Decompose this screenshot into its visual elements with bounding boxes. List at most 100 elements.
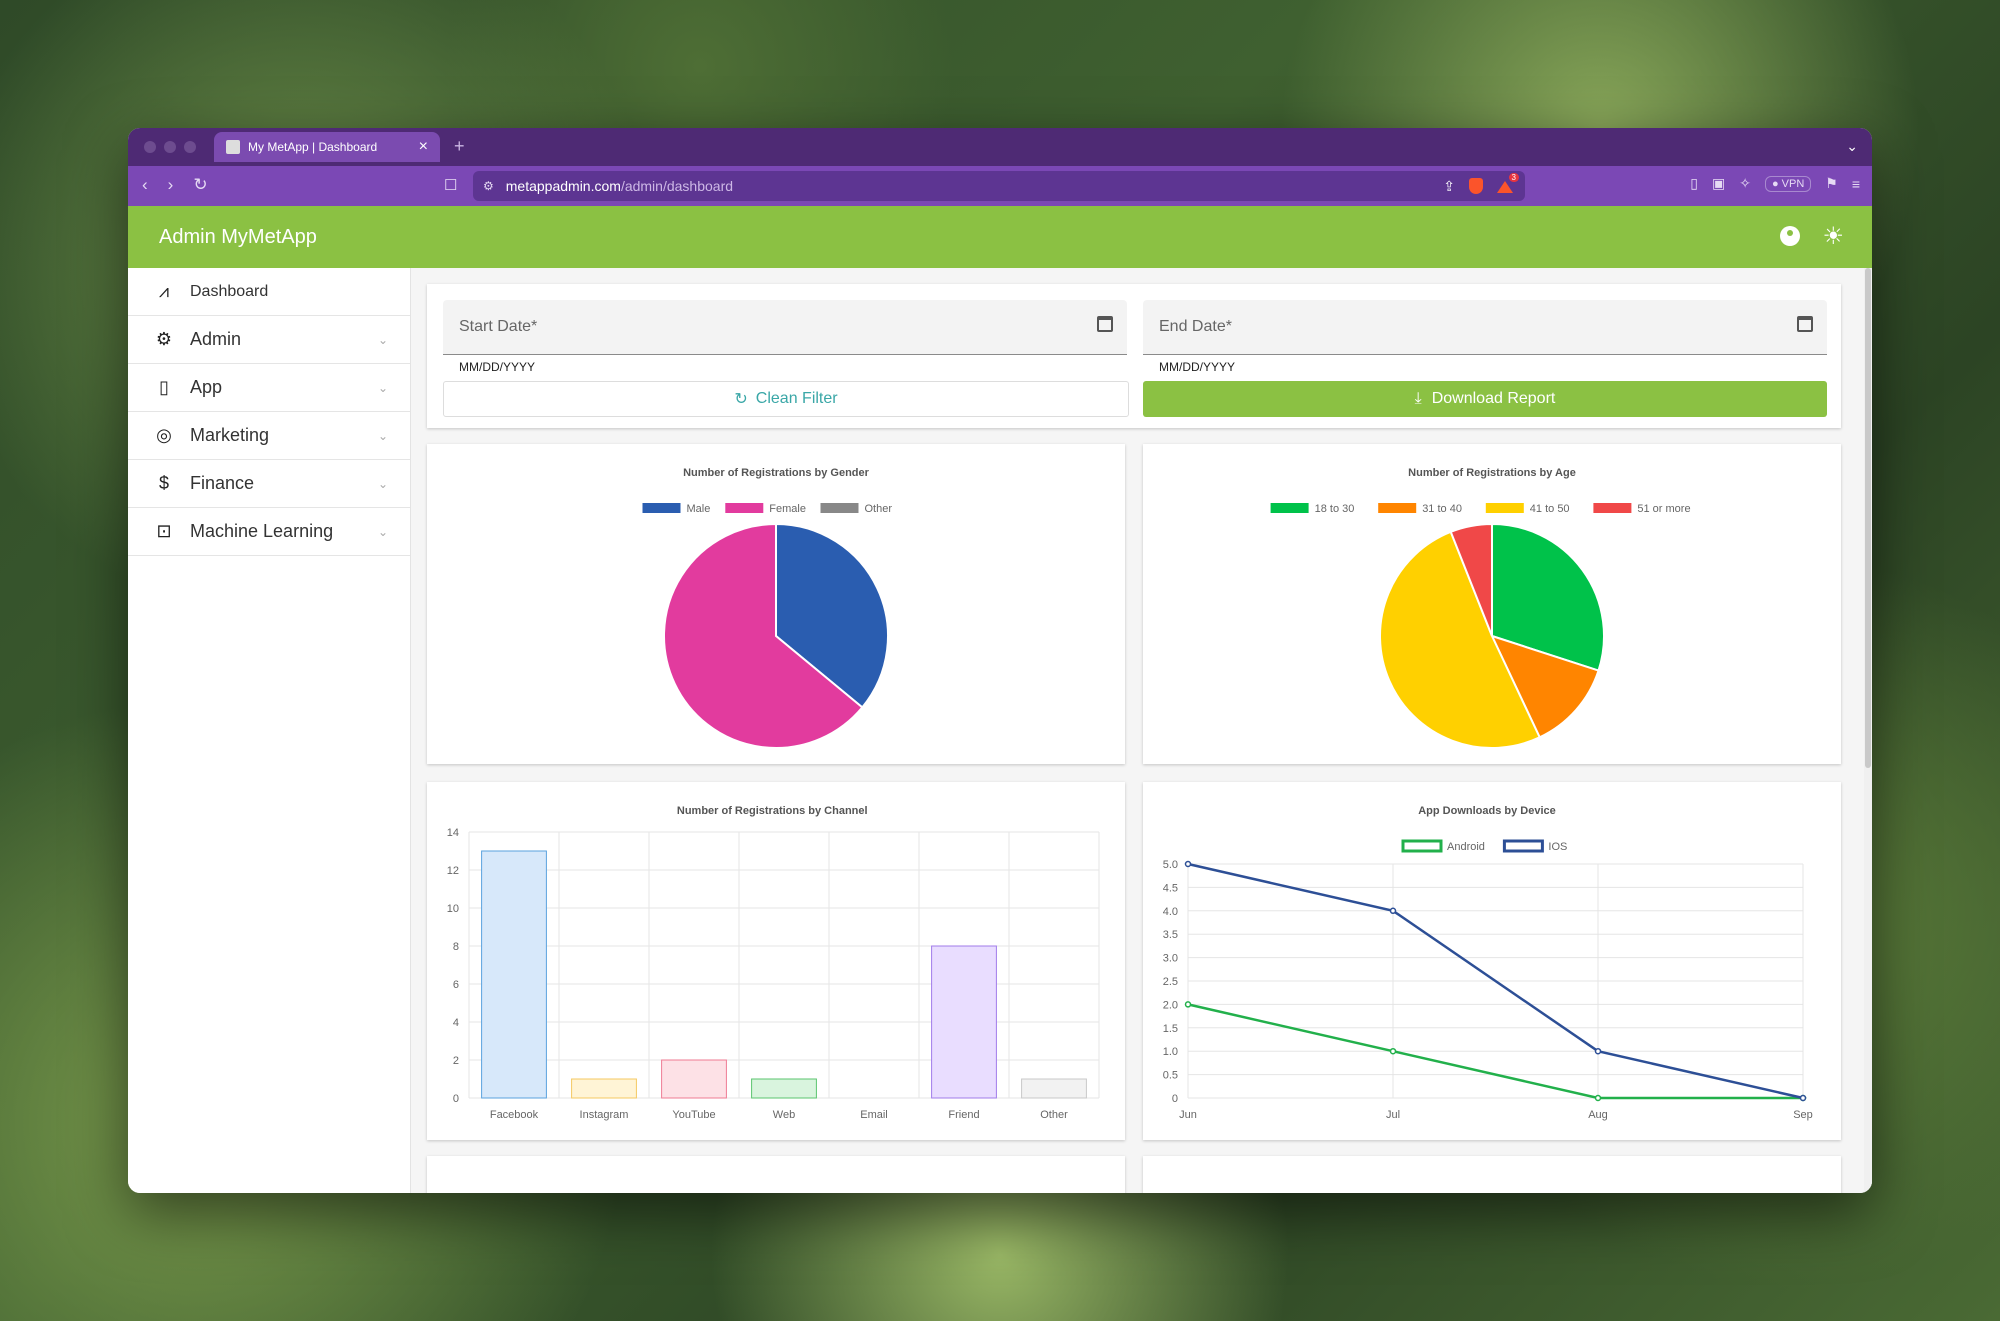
refresh-icon: ↻ bbox=[734, 391, 748, 408]
sidebar-item-label: Admin bbox=[190, 329, 242, 349]
reload-icon[interactable]: ↻ bbox=[193, 175, 208, 194]
x-tick-label: Other bbox=[1040, 1109, 1068, 1121]
y-tick-label: 4 bbox=[453, 1017, 459, 1029]
y-tick-label: 10 bbox=[447, 903, 459, 915]
sidebar-toggle-icon[interactable]: ▯ bbox=[1690, 175, 1698, 191]
data-point bbox=[1594, 1094, 1602, 1102]
data-point bbox=[1594, 1047, 1602, 1055]
vpn-button[interactable]: ● VPN bbox=[1764, 175, 1812, 192]
next-chart-card bbox=[1143, 1156, 1841, 1193]
app-title: Admin MyMetApp bbox=[159, 226, 317, 248]
start-date-label: Start Date* bbox=[459, 318, 538, 335]
download-report-button[interactable]: ⤓ Download Report bbox=[1143, 381, 1827, 417]
chevron-down-icon: ⌄ bbox=[377, 476, 388, 491]
forward-icon[interactable]: › bbox=[167, 175, 174, 194]
flag-icon[interactable]: ⚑ bbox=[1825, 175, 1838, 191]
data-point bbox=[1184, 1001, 1192, 1008]
legend-label: Female bbox=[769, 503, 806, 515]
start-date-helper: MM/DD/YYYY bbox=[459, 360, 536, 374]
leo-ai-icon[interactable]: ✧ bbox=[1739, 175, 1751, 191]
legend-swatch bbox=[1401, 839, 1443, 853]
downloads-chart-card: App Downloads by Device Android IOS 0 0.5 1.0… bbox=[1143, 782, 1841, 1140]
end-date-label: End Date* bbox=[1159, 318, 1232, 335]
url-host: metappadmin.com bbox=[505, 178, 621, 194]
x-tick-label: Web bbox=[773, 1109, 795, 1121]
legend-swatch bbox=[725, 503, 764, 513]
end-date-field[interactable]: End Date* bbox=[1143, 300, 1827, 355]
start-date-field[interactable]: Start Date* bbox=[443, 300, 1127, 355]
legend-swatch bbox=[642, 503, 681, 513]
y-tick-label: 12 bbox=[447, 865, 459, 877]
bookmark-icon[interactable]: ☐ bbox=[444, 177, 458, 194]
sidebar-item-app[interactable]: ▯ App ⌄ bbox=[128, 364, 410, 412]
url-path: /admin/dashboard bbox=[620, 178, 734, 194]
site-settings-icon[interactable]: ⚙ bbox=[483, 179, 494, 193]
back-icon[interactable]: ‹ bbox=[142, 175, 148, 194]
chart-title: Number of Registrations by Gender bbox=[683, 467, 870, 479]
legend-label: 31 to 40 bbox=[1422, 503, 1462, 515]
sidebar-item-marketing[interactable]: ◎ Marketing ⌄ bbox=[128, 412, 410, 460]
sidebar-item-dashboard[interactable]: ⩘ Dashboard bbox=[128, 268, 410, 316]
wallet-icon[interactable]: ▣ bbox=[1711, 175, 1726, 191]
close-window-button[interactable] bbox=[144, 141, 156, 153]
tab-title: My MetApp | Dashboard bbox=[248, 140, 378, 154]
menu-icon[interactable]: ≡ bbox=[1851, 175, 1860, 192]
maximize-window-button[interactable] bbox=[184, 141, 196, 153]
legend-label: Android bbox=[1447, 841, 1485, 853]
sidebar-item-machine-learning[interactable]: ⊡ Machine Learning ⌄ bbox=[128, 508, 410, 556]
robot-icon: ⊡ bbox=[156, 521, 172, 541]
bar bbox=[931, 945, 997, 1099]
scrollbar[interactable] bbox=[1864, 268, 1872, 1193]
legend-label: Other bbox=[865, 503, 893, 515]
scrollbar-thumb[interactable] bbox=[1865, 268, 1871, 768]
browser-window: My MetApp | Dashboard × + ⌄ ‹ › ↻ ☐ ⚙ me… bbox=[128, 128, 1872, 1193]
y-tick-label: 0 bbox=[1172, 1093, 1178, 1105]
sidebar: ⩘ Dashboard ⚙ Admin ⌄ ▯ App ⌄ ◎ Marketin… bbox=[128, 268, 411, 1193]
chart-title: App Downloads by Device bbox=[1418, 805, 1556, 817]
x-tick-label: YouTube bbox=[672, 1109, 715, 1121]
legend-swatch bbox=[1593, 503, 1632, 513]
minimize-window-button[interactable] bbox=[164, 141, 176, 153]
sidebar-item-finance[interactable]: $ Finance ⌄ bbox=[128, 460, 410, 508]
app-header: Admin MyMetApp ☀ bbox=[128, 206, 1872, 268]
next-chart-card bbox=[427, 1156, 1125, 1193]
sidebar-item-label: Dashboard bbox=[190, 282, 269, 300]
calendar-icon[interactable] bbox=[1097, 316, 1113, 332]
browser-tab[interactable]: My MetApp | Dashboard × bbox=[214, 132, 440, 162]
clean-filter-label: Clean Filter bbox=[755, 390, 838, 407]
close-tab-icon[interactable]: × bbox=[418, 138, 428, 155]
account-icon[interactable] bbox=[1780, 226, 1800, 246]
download-icon: ⤓ bbox=[1414, 390, 1422, 407]
series-line bbox=[1187, 862, 1804, 1100]
sidebar-item-label: Machine Learning bbox=[190, 521, 334, 541]
bar bbox=[661, 1059, 727, 1099]
chevron-down-icon: ⌄ bbox=[377, 524, 388, 539]
window-controls bbox=[144, 141, 196, 153]
favicon-icon bbox=[226, 140, 240, 154]
phone-icon: ▯ bbox=[159, 377, 169, 397]
legend-swatch bbox=[1502, 839, 1544, 853]
share-icon[interactable]: ⇪ bbox=[1443, 177, 1455, 194]
browser-tab-bar: My MetApp | Dashboard × + ⌄ bbox=[128, 128, 1872, 166]
pie-slice bbox=[775, 522, 889, 709]
y-tick-label: 14 bbox=[447, 827, 459, 839]
x-tick-label: Sep bbox=[1793, 1109, 1813, 1121]
legend-swatch bbox=[1485, 503, 1524, 513]
data-point bbox=[1184, 860, 1192, 868]
legend-label: IOS bbox=[1548, 841, 1567, 853]
address-bar[interactable]: ⚙ metappadmin.com/admin/dashboard ⇪ 3 bbox=[473, 171, 1525, 201]
sidebar-item-admin[interactable]: ⚙ Admin ⌄ bbox=[128, 316, 410, 364]
brave-rewards-icon[interactable]: 3 bbox=[1497, 173, 1519, 193]
main-content: Start Date* MM/DD/YYYY End Date* MM/DD/Y… bbox=[411, 268, 1872, 1193]
brave-shields-icon[interactable] bbox=[1469, 178, 1483, 194]
pie-slice bbox=[1449, 522, 1493, 637]
new-tab-icon[interactable]: + bbox=[454, 136, 465, 156]
tab-list-chevron-icon[interactable]: ⌄ bbox=[1846, 138, 1858, 154]
clean-filter-button[interactable]: ↻ Clean Filter bbox=[443, 381, 1129, 417]
pie-slice bbox=[663, 522, 864, 749]
legend-swatch bbox=[1378, 503, 1417, 513]
y-tick-label: 3.0 bbox=[1163, 953, 1178, 965]
theme-toggle-sun-icon[interactable]: ☀ bbox=[1822, 223, 1844, 250]
legend-swatch bbox=[820, 503, 859, 513]
calendar-icon[interactable] bbox=[1797, 316, 1813, 332]
